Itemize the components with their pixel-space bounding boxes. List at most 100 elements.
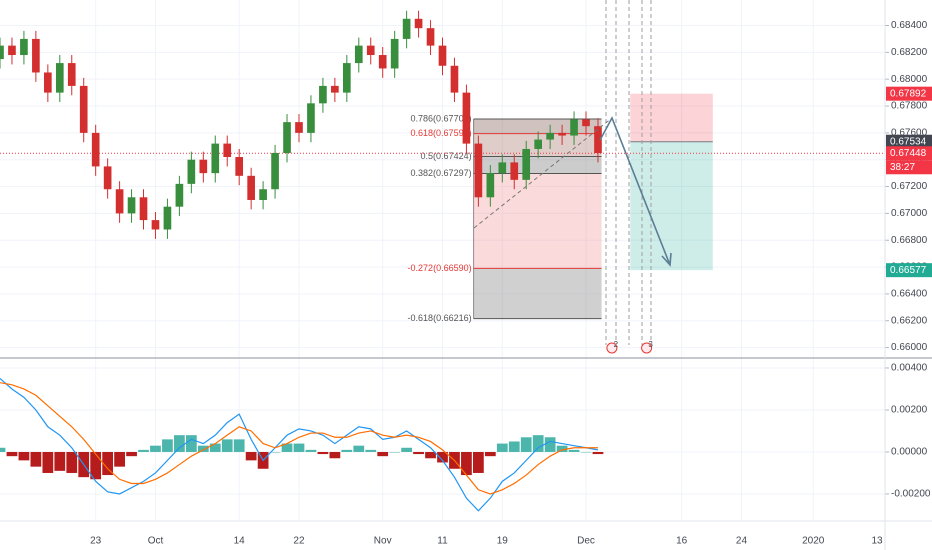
histogram-bar (126, 451, 137, 457)
candle-body (534, 139, 543, 149)
histogram-bar (437, 451, 448, 463)
x-tick-label: Nov (374, 536, 392, 547)
y-tick-label: 0.00200 (891, 405, 928, 416)
candle-body (20, 38, 28, 56)
histogram-bar (269, 451, 281, 453)
y-tick-label: 0.66200 (891, 315, 928, 326)
candle-body (55, 63, 64, 93)
candle-body (91, 132, 100, 167)
layers: 0.68400 0.68200 0.68000 0.67800 0.67600 0.674… (0, 10, 932, 547)
histogram-bar (233, 439, 245, 452)
y-tick-label: 0.68000 (891, 74, 928, 85)
candle-body (79, 85, 88, 133)
y-tick-label: 0.66000 (891, 342, 928, 353)
histogram-bar (174, 435, 185, 452)
fib-band (473, 268, 602, 319)
candle-body (271, 153, 279, 190)
x-tick-label: 14 (234, 536, 246, 547)
x-tick-label: 11 (437, 536, 448, 547)
candle-body (235, 157, 244, 176)
histogram-bar (221, 439, 233, 452)
candle-body (378, 55, 387, 69)
histogram-bar (6, 451, 18, 457)
candle-body (199, 159, 208, 174)
candle-body (414, 18, 423, 29)
price-label: 0.67892 (890, 88, 927, 99)
histogram-bar (341, 449, 353, 452)
candle-body (223, 143, 232, 158)
histogram-bar (102, 451, 114, 476)
candle-body (283, 122, 291, 153)
arrow-head (661, 252, 672, 267)
candle-body (187, 159, 196, 184)
candle-body (582, 119, 590, 127)
histogram-bar (508, 441, 520, 452)
candle-body (44, 72, 52, 93)
countdown-box (886, 160, 932, 175)
candle-body (115, 189, 124, 214)
x-tick-label: 13 (871, 536, 883, 547)
y-tick-label: 0.68200 (891, 47, 928, 58)
histogram-bar (305, 449, 317, 452)
fib-band (473, 119, 602, 134)
price-label-box (886, 146, 932, 161)
histogram-bar (209, 443, 221, 452)
fib-trend-line (473, 117, 613, 229)
histogram-bar (281, 443, 293, 452)
candle-body (151, 220, 160, 230)
fib-label: 0.618(0.67594) (411, 128, 472, 138)
histogram-bar (556, 445, 568, 452)
candle-body (175, 183, 184, 207)
macd-line (0, 382, 598, 495)
candle-body (211, 143, 220, 174)
arrow-path (599, 116, 671, 266)
x-tick-label: 16 (676, 536, 688, 547)
target-zone (630, 141, 713, 271)
price-label-box (886, 263, 932, 278)
y-tick-label: 0.00000 (891, 447, 928, 458)
candle-body (402, 18, 411, 39)
histogram-bar (568, 449, 580, 452)
candle-body (103, 166, 112, 190)
candle-body (8, 45, 16, 56)
candle-body (67, 63, 76, 86)
histogram-bar (353, 445, 365, 452)
candle-body (32, 38, 40, 73)
x-tick-label: Dec (577, 536, 595, 547)
price-label: 0.66577 (890, 265, 927, 276)
y-tick-label: 0.67000 (891, 208, 928, 219)
histogram-bar (472, 451, 484, 473)
histogram-bar (461, 451, 472, 476)
x-tick-label: 23 (90, 536, 102, 547)
candle-body (486, 173, 495, 198)
fib-label: 0.5(0.67424) (421, 151, 472, 161)
candle-body (127, 197, 136, 214)
histogram-bar (317, 451, 329, 455)
candle-body (295, 122, 303, 133)
y-tick-label: 0.67200 (891, 181, 928, 192)
candle-body (462, 92, 471, 144)
histogram-bar (365, 449, 377, 452)
candle-body (390, 38, 399, 69)
candle-body (474, 143, 483, 198)
histogram-bar (18, 451, 30, 461)
fib-label: -0.618(0.66216) (408, 313, 472, 323)
price-label: 0.67448 (890, 148, 927, 159)
candle-body (450, 65, 459, 93)
histogram-bar (42, 451, 54, 473)
x-tick-label: 24 (736, 536, 748, 547)
histogram-bar (293, 443, 305, 452)
candle-body (354, 45, 363, 64)
x-tick-label: Oct (148, 536, 164, 547)
price-label: 0.67534 (890, 136, 927, 147)
candle-body (259, 189, 267, 200)
candle-body (498, 162, 507, 174)
histogram-bar (580, 451, 592, 453)
y-tick-label: 0.67800 (891, 101, 928, 112)
price-label-box (886, 134, 932, 149)
histogram-bar (425, 451, 436, 459)
candle-body (594, 126, 602, 153)
stop-zone (630, 93, 713, 142)
y-tick-label: -0.00200 (891, 489, 931, 500)
